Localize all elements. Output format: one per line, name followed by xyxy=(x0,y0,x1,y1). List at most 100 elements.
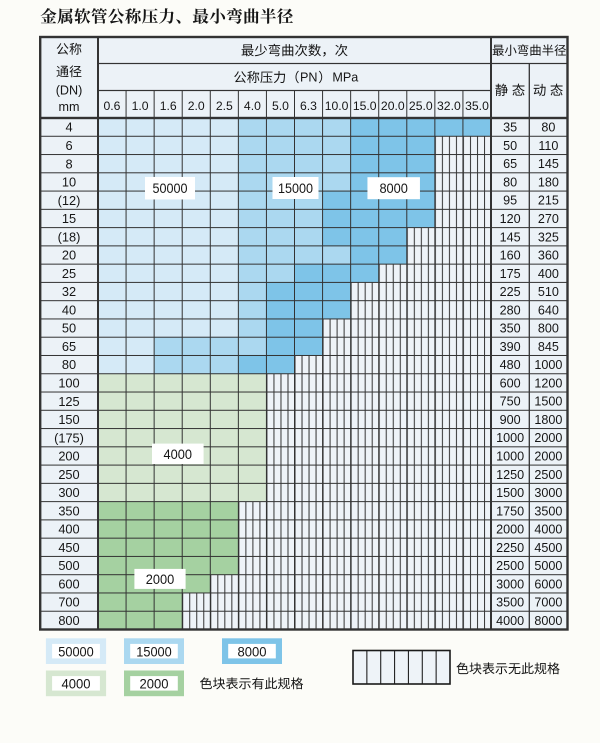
svg-text:8000: 8000 xyxy=(379,180,408,196)
svg-text:10.0: 10.0 xyxy=(325,99,349,113)
svg-text:640: 640 xyxy=(538,303,559,317)
svg-text:110: 110 xyxy=(538,139,558,153)
svg-text:(18): (18) xyxy=(58,229,81,244)
svg-text:175: 175 xyxy=(500,267,521,281)
svg-text:80: 80 xyxy=(503,176,517,190)
svg-text:450: 450 xyxy=(58,540,79,555)
svg-text:40: 40 xyxy=(62,302,76,317)
svg-text:5.0: 5.0 xyxy=(272,99,289,113)
svg-text:32.0: 32.0 xyxy=(437,99,461,113)
svg-text:250: 250 xyxy=(58,467,79,482)
svg-text:350: 350 xyxy=(58,503,79,518)
svg-text:35: 35 xyxy=(503,121,517,135)
svg-text:4000: 4000 xyxy=(164,446,193,462)
svg-text:50000: 50000 xyxy=(153,180,188,196)
svg-text:15000: 15000 xyxy=(136,644,172,659)
svg-text:20.0: 20.0 xyxy=(381,99,405,113)
svg-text:100: 100 xyxy=(58,376,79,391)
svg-text:845: 845 xyxy=(538,340,559,354)
svg-text:145: 145 xyxy=(500,230,521,244)
svg-text:(175): (175) xyxy=(54,430,84,445)
svg-text:PN: PN xyxy=(300,71,318,85)
svg-text:4500: 4500 xyxy=(534,541,562,555)
svg-text:400: 400 xyxy=(58,522,79,537)
svg-text:125: 125 xyxy=(58,394,79,409)
svg-text:8000: 8000 xyxy=(534,614,562,628)
svg-text:4.0: 4.0 xyxy=(244,99,261,113)
svg-text:7000: 7000 xyxy=(534,596,562,610)
svg-text:3500: 3500 xyxy=(496,596,524,610)
svg-text:1000: 1000 xyxy=(496,450,524,464)
svg-text:32: 32 xyxy=(62,284,76,299)
svg-text:3000: 3000 xyxy=(496,577,524,591)
svg-text:510: 510 xyxy=(538,285,559,299)
svg-text:80: 80 xyxy=(62,357,76,372)
svg-text:750: 750 xyxy=(500,395,521,409)
svg-text:325: 325 xyxy=(538,230,559,244)
svg-text:(12): (12) xyxy=(58,193,81,208)
svg-text:15.0: 15.0 xyxy=(353,99,377,113)
svg-text:1200: 1200 xyxy=(534,376,562,390)
svg-text:800: 800 xyxy=(58,613,79,628)
svg-text:2000: 2000 xyxy=(140,677,169,692)
svg-text:160: 160 xyxy=(500,249,521,263)
svg-text:4: 4 xyxy=(65,120,72,135)
svg-text:1.0: 1.0 xyxy=(132,99,149,113)
svg-text:1500: 1500 xyxy=(534,395,562,409)
svg-text:65: 65 xyxy=(503,157,517,171)
svg-text:8000: 8000 xyxy=(238,644,267,659)
svg-text:145: 145 xyxy=(538,157,559,171)
svg-text:2000: 2000 xyxy=(534,431,562,445)
svg-text:2000: 2000 xyxy=(534,450,562,464)
svg-text:180: 180 xyxy=(538,176,559,190)
svg-text:120: 120 xyxy=(500,212,521,226)
svg-text:360: 360 xyxy=(538,249,559,263)
svg-text:900: 900 xyxy=(500,413,521,427)
svg-text:8: 8 xyxy=(65,156,72,171)
svg-text:215: 215 xyxy=(538,194,559,208)
svg-text:50: 50 xyxy=(62,321,76,336)
svg-text:mm: mm xyxy=(59,100,80,114)
svg-text:6.3: 6.3 xyxy=(300,99,317,113)
svg-text:2000: 2000 xyxy=(496,523,524,537)
svg-text:1750: 1750 xyxy=(496,504,524,518)
svg-text:1500: 1500 xyxy=(496,486,524,500)
svg-text:280: 280 xyxy=(500,303,521,317)
svg-text:3500: 3500 xyxy=(534,504,562,518)
svg-text:2000: 2000 xyxy=(146,571,175,587)
svg-text:1.6: 1.6 xyxy=(160,99,177,113)
svg-text:50000: 50000 xyxy=(58,644,94,659)
svg-text:150: 150 xyxy=(58,412,79,427)
svg-text:2250: 2250 xyxy=(496,541,524,555)
svg-text:300: 300 xyxy=(58,485,79,500)
svg-text:50: 50 xyxy=(503,139,517,153)
svg-text:15000: 15000 xyxy=(278,180,313,196)
svg-text:35.0: 35.0 xyxy=(465,99,489,113)
svg-text:80: 80 xyxy=(541,121,555,135)
svg-text:350: 350 xyxy=(500,322,521,336)
svg-text:500: 500 xyxy=(58,558,79,573)
svg-text:(DN): (DN) xyxy=(56,84,83,98)
svg-text:MPa: MPa xyxy=(332,71,358,85)
svg-text:225: 225 xyxy=(500,285,521,299)
svg-text:15: 15 xyxy=(62,211,76,226)
svg-text:10: 10 xyxy=(62,175,76,190)
svg-text:0.6: 0.6 xyxy=(104,99,121,113)
svg-text:480: 480 xyxy=(500,358,521,372)
svg-text:25: 25 xyxy=(62,266,76,281)
svg-text:390: 390 xyxy=(500,340,521,354)
svg-text:4000: 4000 xyxy=(534,523,562,537)
svg-text:6: 6 xyxy=(65,138,72,153)
svg-text:65: 65 xyxy=(62,339,76,354)
svg-text:6000: 6000 xyxy=(534,577,562,591)
svg-text:200: 200 xyxy=(58,449,79,464)
svg-text:1000: 1000 xyxy=(496,431,524,445)
svg-text:3000: 3000 xyxy=(534,486,562,500)
svg-text:4000: 4000 xyxy=(496,614,524,628)
svg-text:700: 700 xyxy=(58,595,79,610)
svg-text:400: 400 xyxy=(538,267,559,281)
svg-text:25.0: 25.0 xyxy=(409,99,433,113)
svg-text:2500: 2500 xyxy=(534,468,562,482)
svg-text:1250: 1250 xyxy=(496,468,524,482)
svg-text:20: 20 xyxy=(62,248,76,263)
